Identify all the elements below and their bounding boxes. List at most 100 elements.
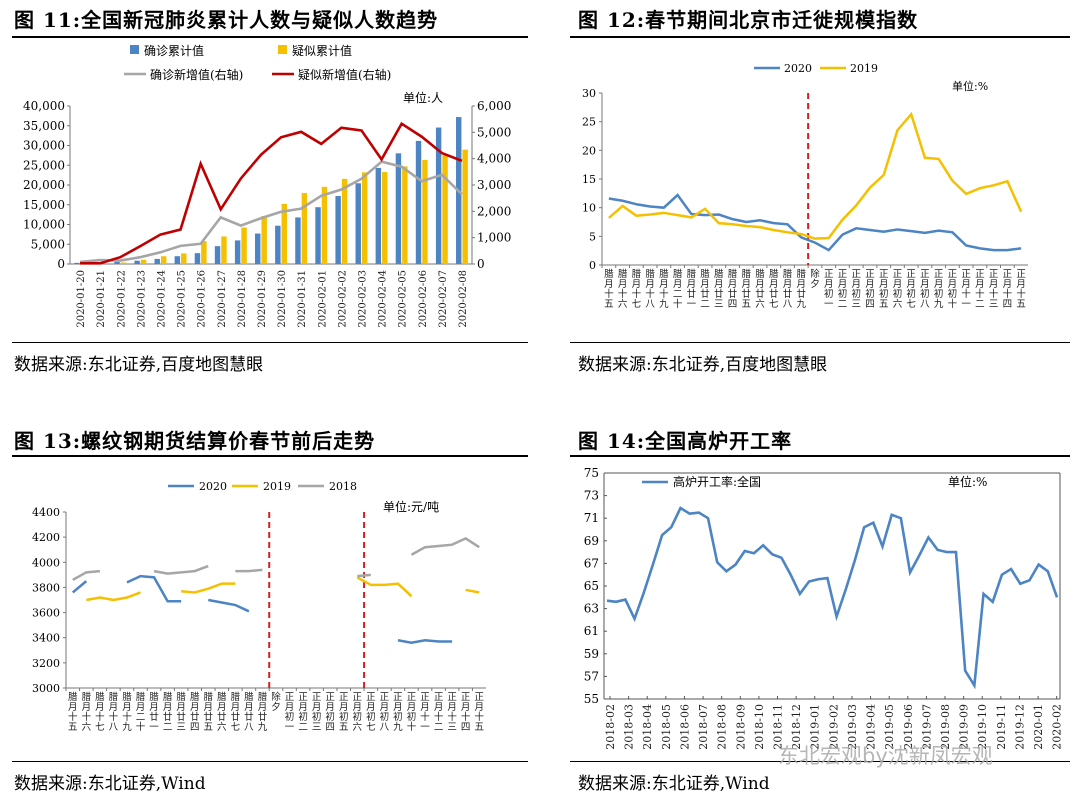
x-tick-label: 2019-04 (865, 704, 878, 750)
x-tick-label: 腊月廿五 (204, 692, 214, 733)
bar-suspected (422, 159, 428, 264)
y-tick-label: 3400 (32, 632, 60, 645)
y-tick-label: 25,000 (23, 158, 65, 172)
y-tick-label: 3600 (32, 607, 60, 620)
y-tick-label: 61 (584, 624, 599, 638)
legend-label: 2020 (784, 62, 812, 75)
x-tick-label: 2020-01 (1032, 704, 1045, 750)
y-tick-label: 10,000 (23, 218, 65, 232)
figure-12: 图 12:春节期间北京市迁徙规模指数 2020 2019 单位:% 0 5 10 15 20 2… (540, 0, 1080, 399)
legend-label: 高炉开工率:全国 (673, 474, 761, 489)
series-line-2020 (71, 580, 88, 594)
y-tick-label: 35,000 (23, 119, 65, 133)
x-tick-label: 2020-02-08 (458, 270, 469, 328)
y-tick-label: 5,000 (31, 237, 65, 251)
figure-title: 图 14:全国高炉开工率 (578, 429, 793, 453)
x-tick-label: 正月十五 (474, 692, 484, 733)
x-tick-label: 腊月十八 (109, 692, 119, 733)
chart-migration: 2020 2019 单位:% 0 5 10 15 20 25 30 腊月十五腊月十六腊月十七腊月十八… (582, 62, 1028, 310)
x-tick-label: 除夕 (271, 691, 281, 713)
bar-confirmed (174, 256, 181, 264)
x-tick-label: 正月初九 (393, 692, 403, 733)
x-tick-label: 正月十三 (989, 269, 999, 310)
x-tick-label: 正月初六 (353, 692, 363, 733)
y2-tick-label: 2,000 (477, 204, 511, 218)
y-tick-label: 3000 (32, 682, 60, 695)
x-tick-label: 2019-03 (846, 704, 859, 750)
title-rule (570, 455, 1070, 457)
x-tick-label: 正月十二 (434, 692, 444, 733)
x-tick-label: 正月初五 (879, 269, 889, 310)
x-tick-label: 腊月廿五 (742, 269, 752, 310)
series-line-2020 (208, 598, 250, 613)
series-line-2020 (126, 574, 182, 603)
x-tick-label: 正月十二 (975, 269, 985, 310)
series-line-2018 (153, 564, 209, 575)
series-line-2018 (72, 569, 100, 581)
x-tick-label: 2020-01-25 (177, 270, 188, 328)
y2-tick-label: 0 (477, 257, 485, 271)
bar-suspected (402, 166, 408, 264)
y2-tick-label: 6,000 (477, 99, 511, 113)
bar-confirmed (335, 196, 341, 264)
x-tick-label: 2020-02-04 (378, 270, 389, 328)
x-tick-label: 腊月十七 (632, 269, 642, 310)
legend-label: 2019 (263, 480, 291, 493)
chart-rebar: 2020 2019 2018 单位:元/吨 3000 3200 3400 3600 3800 40… (32, 480, 486, 733)
x-tick-label: 2020-01-26 (197, 270, 208, 328)
bar-confirmed (435, 127, 442, 264)
x-tick-label: 2019-01 (809, 704, 822, 750)
x-tick-label: 正月初六 (893, 269, 903, 310)
unit-label: 单位:% (948, 474, 987, 489)
x-tick-label: 正月十四 (1003, 269, 1013, 310)
x-tick-label: 正月初一 (824, 269, 834, 310)
unit-label: 单位:人 (403, 90, 443, 105)
series-line-2019 (465, 588, 480, 594)
x-tick-label: 正月初一 (285, 692, 295, 733)
x-tick-label: 正月初四 (865, 269, 875, 310)
x-tick-label: 2020-01-30 (277, 270, 288, 328)
y-tick-label: 20,000 (23, 178, 65, 192)
x-tick-label: 正月初十 (407, 692, 417, 733)
y-tick-label: 4400 (32, 506, 60, 519)
bar-suspected (241, 227, 247, 264)
x-tick-label: 正月十五 (1016, 269, 1026, 310)
figure-title: 图 11:全国新冠肺炎累计人数与疑似人数趋势 (14, 8, 439, 32)
series-line-2019 (608, 111, 1023, 240)
x-tick-label: 2018-02 (604, 704, 617, 750)
title-rule (570, 36, 1070, 38)
x-tick-label: 2019-10 (976, 704, 989, 750)
x-tick-label: 腊月二十 (136, 692, 146, 733)
bar-suspected (382, 172, 388, 264)
watermark: 东北宏观by沈新凤宏观 (778, 744, 993, 768)
legend-swatch (278, 45, 287, 54)
series-line-2019 (86, 591, 141, 602)
x-tick-label: 2020-02-06 (418, 270, 429, 328)
figure-14: 图 14:全国高炉开工率 高炉开工率:全国 单位:% 55 57 59 61 63 65 67 6… (540, 399, 1080, 799)
x-tick-label: 腊月二十 (673, 269, 683, 310)
x-tick-label: 2018-03 (623, 704, 636, 750)
source-rule (570, 761, 1070, 762)
series-line-2020 (608, 193, 1022, 252)
x-tick-label: 腊月十五 (68, 692, 78, 733)
x-tick-label: 2019-12 (1013, 704, 1026, 750)
x-tick-label: 2020-02-01 (317, 270, 328, 328)
x-tick-label: 腊月廿九 (258, 692, 268, 733)
x-tick-label: 正月初二 (838, 269, 848, 310)
series-line-2018 (410, 536, 480, 556)
series-line-2018 (357, 573, 371, 578)
x-tick-label: 2018-05 (660, 704, 673, 750)
x-tick-label: 正月初三 (851, 269, 861, 310)
y-tick-label: 4200 (32, 531, 60, 544)
y-tick-label: 75 (584, 466, 599, 480)
bar-confirmed (415, 140, 422, 264)
bar-suspected (341, 178, 348, 264)
bar-confirmed (255, 233, 261, 264)
x-tick-label: 腊月廿七 (231, 692, 241, 733)
x-tick-label: 腊月十五 (604, 269, 614, 310)
y2-tick-label: 5,000 (477, 125, 511, 139)
source-rule (12, 761, 528, 762)
bar-confirmed (355, 183, 361, 264)
y-tick-label: 59 (584, 647, 599, 661)
bar-suspected (221, 236, 227, 264)
